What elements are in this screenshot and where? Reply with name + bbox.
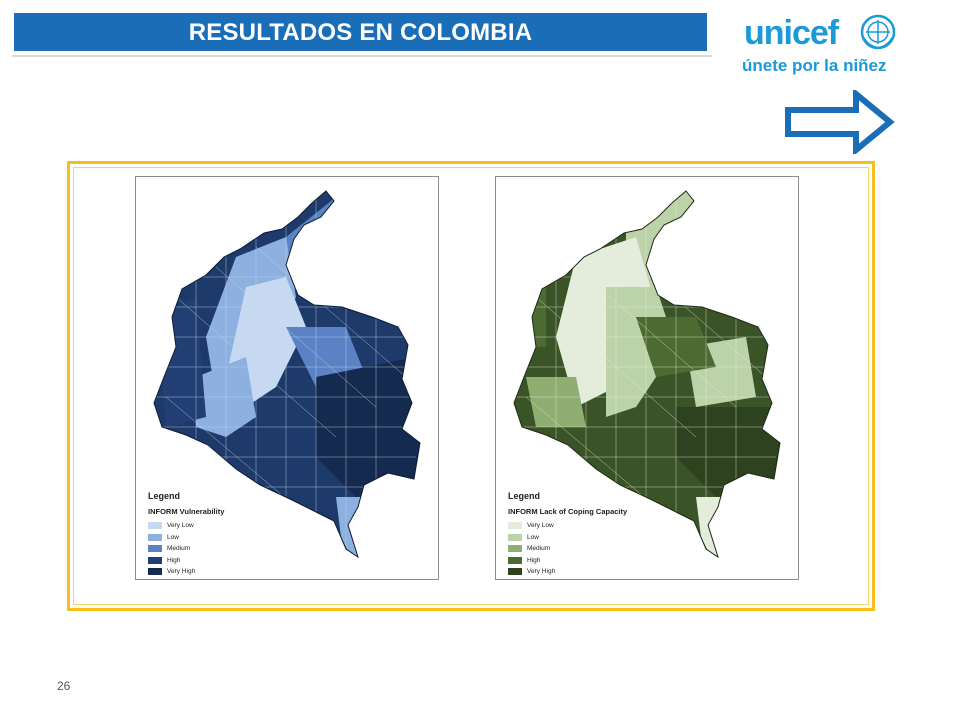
- legend-title: Legend: [508, 491, 541, 501]
- legend-row-very-low: Very Low: [148, 520, 224, 532]
- logo-tagline: únete por la niñez: [742, 56, 887, 75]
- legend-subtitle: INFORM Vulnerability: [148, 507, 225, 516]
- coping-capacity-map-panel: Legend INFORM Lack of Coping Capacity Ve…: [495, 176, 799, 580]
- maps-frame: [67, 161, 875, 611]
- legend-row-high: High: [508, 555, 627, 567]
- vulnerability-legend: Legend INFORM Vulnerability Very Low Low…: [148, 491, 224, 578]
- unicef-logo: unicef únete por la niñez: [740, 10, 920, 80]
- title-divider: [12, 55, 712, 57]
- page-number: 26: [57, 679, 71, 693]
- vulnerability-map: [153, 190, 421, 559]
- unicef-emblem-icon: [860, 14, 896, 50]
- title-bar: RESULTADOS EN COLOMBIA: [14, 13, 707, 51]
- legend-row-low: Low: [148, 532, 224, 544]
- right-arrow-outline-icon: [785, 90, 895, 154]
- legend-subtitle: INFORM Lack of Coping Capacity: [508, 507, 628, 516]
- legend-row-very-high: Very High: [148, 566, 224, 578]
- legend-row-low: Low: [508, 532, 627, 544]
- vulnerability-map-panel: Legend INFORM Vulnerability Very Low Low…: [135, 176, 439, 580]
- slide-title: RESULTADOS EN COLOMBIA: [188, 19, 533, 46]
- coping-capacity-legend: Legend INFORM Lack of Coping Capacity Ve…: [508, 491, 627, 578]
- legend-row-medium: Medium: [148, 543, 224, 555]
- legend-row-very-low: Very Low: [508, 520, 627, 532]
- legend-row-medium: Medium: [508, 543, 627, 555]
- legend-row-high: High: [148, 555, 224, 567]
- logo-wordmark: unicef: [744, 14, 839, 52]
- legend-title: Legend: [148, 491, 181, 501]
- coping-capacity-map: [513, 190, 781, 559]
- legend-row-very-high: Very High: [508, 566, 627, 578]
